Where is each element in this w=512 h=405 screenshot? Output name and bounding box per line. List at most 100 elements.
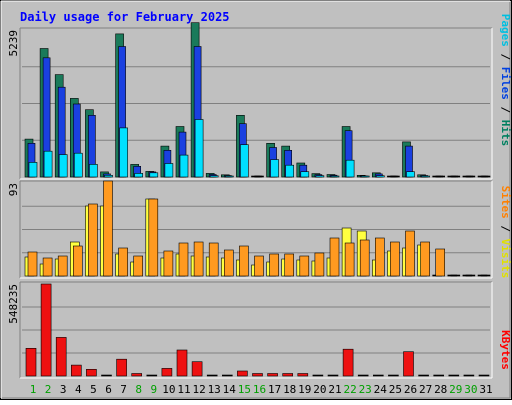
legend-entry: KBytes <box>499 330 512 370</box>
bar-kbytes-day-21 <box>327 374 339 377</box>
bar-sites-day-28 <box>435 248 446 277</box>
bar-kbytes-day-12 <box>191 361 203 377</box>
bar-kbytes-day-3 <box>55 337 67 377</box>
bar-kbytes-day-10 <box>161 368 173 377</box>
x-tick-label: 17 <box>268 383 281 396</box>
bar-sites-day-17 <box>269 253 279 277</box>
bar-sites-day-9 <box>148 198 159 277</box>
bar-kbytes-day-27 <box>418 374 429 377</box>
panel-top: 5239 Pages / Files / Hits <box>7 14 512 180</box>
bar-pages-day-19 <box>300 171 310 178</box>
bar-kbytes-day-29 <box>448 374 460 377</box>
x-tick-label: 26 <box>404 383 417 396</box>
panel-legend: Sites / Visits <box>499 186 512 279</box>
bar-kbytes-day-13 <box>206 374 218 377</box>
bar-sites-day-25 <box>390 241 400 277</box>
bar-pages-day-20 <box>315 175 325 178</box>
bar-kbytes-day-31 <box>478 374 490 377</box>
bar-sites-day-7 <box>118 247 128 277</box>
bar-kbytes-day-30 <box>463 374 475 377</box>
bar-sites-day-5 <box>88 203 98 277</box>
legend-entry: Pages <box>499 14 512 47</box>
bar-sites-day-13 <box>208 242 219 277</box>
x-tick-label: 10 <box>162 383 175 396</box>
y-axis-max-label: 548235 <box>7 284 20 324</box>
x-tick-label: 25 <box>389 383 402 396</box>
bar-kbytes-day-6 <box>101 374 112 377</box>
panel-legend: Pages / Files / Hits <box>499 14 512 147</box>
bar-pages-day-9 <box>149 172 159 178</box>
x-tick-label: 13 <box>208 383 221 396</box>
series-pages <box>28 119 491 178</box>
panel-bottom: 548235 KBytes <box>7 281 512 379</box>
x-tick-label: 5 <box>90 383 97 396</box>
bar-pages-day-14 <box>225 175 234 178</box>
bar-kbytes-day-18 <box>282 373 294 377</box>
bar-pages-day-16 <box>255 175 264 178</box>
bar-pages-day-8 <box>134 173 143 178</box>
bar-pages-day-24 <box>375 175 385 178</box>
bar-kbytes-day-20 <box>312 374 324 377</box>
x-tick-label: 14 <box>223 383 237 396</box>
x-tick-label: 28 <box>434 383 447 396</box>
bar-kbytes-day-5 <box>86 368 97 377</box>
bar-pages-day-31 <box>481 175 491 178</box>
x-tick-label: 15 <box>238 383 251 396</box>
bar-sites-day-20 <box>314 252 325 277</box>
bar-sites-day-26 <box>405 230 415 277</box>
bar-pages-day-13 <box>209 175 219 178</box>
bar-sites-day-31 <box>480 274 491 277</box>
bar-sites-day-12 <box>193 241 204 277</box>
bar-pages-day-1 <box>28 162 38 178</box>
bar-kbytes-day-15 <box>237 370 248 377</box>
legend-entry: Sites <box>499 186 512 219</box>
x-tick-label: 2 <box>45 383 52 396</box>
x-tick-label: 18 <box>283 383 296 396</box>
x-tick-label: 24 <box>374 383 388 396</box>
bar-pages-day-15 <box>240 144 249 178</box>
x-tick-label: 3 <box>60 383 67 396</box>
x-tick-label: 29 <box>449 383 462 396</box>
bar-pages-day-28 <box>436 175 446 178</box>
bar-kbytes-day-1 <box>25 347 37 377</box>
x-tick-label: 23 <box>359 383 372 396</box>
panels-layer: 5239 Pages / Files / Hits 93 Sites / Visits… <box>7 14 512 379</box>
bar-sites-day-22 <box>344 242 355 277</box>
bar-kbytes-day-25 <box>388 374 399 377</box>
bar-kbytes-day-16 <box>252 373 263 377</box>
series-kbytes <box>25 283 490 377</box>
bar-kbytes-day-11 <box>176 349 188 377</box>
x-tick-label: 7 <box>120 383 127 396</box>
panel-legend: KBytes <box>499 330 512 370</box>
bar-sites-day-3 <box>57 255 68 277</box>
bar-kbytes-day-14 <box>222 374 233 377</box>
bar-sites-day-6 <box>103 180 113 277</box>
bar-kbytes-day-28 <box>433 374 445 377</box>
bar-pages-day-17 <box>270 159 279 178</box>
x-tick-label: 8 <box>135 383 142 396</box>
bar-sites-day-23 <box>359 239 370 277</box>
bar-kbytes-day-23 <box>357 374 369 377</box>
x-tick-label: 19 <box>298 383 311 396</box>
legend-entry: Files <box>499 67 512 100</box>
bar-sites-day-30 <box>465 274 476 277</box>
panel-middle: 93 Sites / Visits <box>7 180 512 279</box>
bar-kbytes-day-19 <box>297 373 309 377</box>
bar-pages-day-4 <box>74 152 83 178</box>
bar-pages-day-10 <box>164 163 174 178</box>
bar-sites-day-10 <box>163 250 174 277</box>
x-tick-label: 4 <box>75 383 82 396</box>
bar-kbytes-day-24 <box>372 374 384 377</box>
x-tick-label: 11 <box>177 383 190 396</box>
bar-kbytes-day-17 <box>267 373 278 377</box>
bar-kbytes-day-7 <box>116 358 127 377</box>
bar-sites-day-18 <box>284 253 295 277</box>
bar-sites-day-27 <box>420 241 430 277</box>
bar-sites-day-8 <box>133 255 143 277</box>
x-tick-label: 12 <box>192 383 205 396</box>
legend-entry: / <box>499 219 512 239</box>
bar-pages-day-7 <box>119 127 128 178</box>
bar-kbytes-day-22 <box>342 348 354 377</box>
bar-pages-day-3 <box>58 154 68 178</box>
